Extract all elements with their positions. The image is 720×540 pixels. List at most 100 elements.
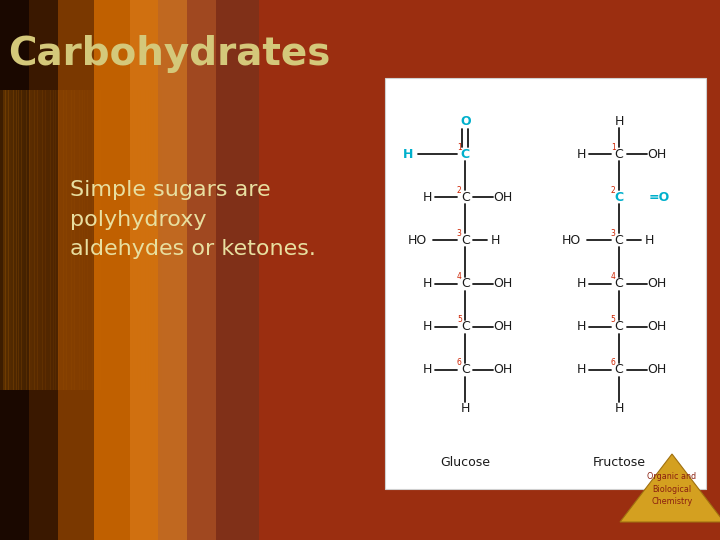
Bar (135, 90, 140, 390)
Text: C: C (615, 277, 624, 290)
Bar (24, 90, 30, 390)
Bar (103, 90, 109, 390)
Bar (143, 90, 148, 390)
Text: H: H (577, 148, 586, 161)
Bar (5, 90, 12, 390)
Text: 4: 4 (611, 272, 616, 281)
Bar (76, 90, 83, 390)
Bar (63, 90, 69, 390)
Text: OH: OH (647, 277, 667, 290)
Text: 3: 3 (457, 229, 462, 238)
Bar (106, 90, 112, 390)
Text: C: C (461, 363, 469, 376)
Text: Fructose: Fructose (593, 456, 646, 469)
Bar (19, 90, 24, 390)
Bar (8, 90, 14, 390)
Text: C: C (461, 191, 469, 204)
Bar (50, 90, 56, 390)
Text: H: H (577, 277, 586, 290)
Bar (13, 90, 19, 390)
Bar (53, 90, 59, 390)
Bar (138, 90, 143, 390)
Bar (119, 90, 125, 390)
Bar (37, 90, 43, 390)
Bar (40, 90, 45, 390)
Text: OH: OH (647, 320, 667, 333)
Text: H: H (644, 234, 654, 247)
Bar (111, 90, 117, 390)
Bar (48, 90, 53, 390)
Text: 2: 2 (457, 186, 462, 195)
Text: C: C (461, 277, 469, 290)
Text: =O: =O (649, 191, 670, 204)
Text: OH: OH (494, 191, 513, 204)
Text: H: H (402, 148, 413, 161)
Text: 5: 5 (457, 315, 462, 324)
Text: H: H (461, 402, 470, 415)
Bar (92, 90, 99, 390)
Text: 6: 6 (457, 358, 462, 367)
Bar (35, 90, 40, 390)
Text: C: C (461, 234, 469, 247)
Text: OH: OH (494, 320, 513, 333)
Bar (150, 90, 156, 390)
Bar (100, 90, 107, 390)
Text: Simple sugars are
polyhydroxy
aldehydes or ketones.: Simple sugars are polyhydroxy aldehydes … (70, 180, 316, 259)
Bar (114, 90, 120, 390)
Bar (84, 90, 91, 390)
Bar (68, 90, 75, 390)
Polygon shape (620, 454, 720, 522)
Bar (122, 90, 127, 390)
Bar (140, 90, 146, 390)
Text: 2: 2 (611, 186, 616, 195)
Bar (385, 78, 706, 489)
Bar (116, 90, 122, 390)
Text: 1: 1 (457, 143, 462, 152)
Text: 6: 6 (611, 358, 616, 367)
Bar (66, 90, 72, 390)
Text: C: C (615, 191, 624, 204)
Text: 3: 3 (611, 229, 616, 238)
Bar (0, 90, 6, 390)
Bar (11, 90, 17, 390)
Text: H: H (577, 363, 586, 376)
Bar (132, 90, 138, 390)
Bar (55, 90, 61, 390)
Text: H: H (614, 115, 624, 128)
Bar (60, 90, 67, 390)
Bar (156, 90, 162, 390)
Text: C: C (615, 320, 624, 333)
Text: HO: HO (562, 234, 581, 247)
Text: H: H (614, 402, 624, 415)
Text: Glucose: Glucose (441, 456, 490, 469)
Text: OH: OH (494, 363, 513, 376)
Text: H: H (423, 191, 432, 204)
Bar (16, 90, 22, 390)
Bar (0, 0, 29, 540)
Bar (187, 0, 216, 540)
Text: 1: 1 (611, 143, 616, 152)
Bar (32, 90, 37, 390)
Bar (29, 90, 35, 390)
Bar (45, 90, 51, 390)
Text: 4: 4 (457, 272, 462, 281)
Bar (79, 90, 85, 390)
Text: C: C (461, 148, 470, 161)
Text: C: C (615, 234, 624, 247)
Text: Carbohydrates: Carbohydrates (8, 35, 330, 73)
Bar (108, 90, 114, 390)
Bar (124, 90, 130, 390)
Text: H: H (490, 234, 500, 247)
Text: 5: 5 (611, 315, 616, 324)
Bar (158, 0, 187, 540)
Bar (95, 90, 101, 390)
Text: H: H (577, 320, 586, 333)
Bar (148, 90, 154, 390)
Text: H: H (423, 363, 432, 376)
Bar (74, 90, 80, 390)
Bar (90, 90, 96, 390)
Bar (130, 90, 135, 390)
Text: OH: OH (647, 363, 667, 376)
Bar (71, 90, 77, 390)
Bar (42, 90, 48, 390)
